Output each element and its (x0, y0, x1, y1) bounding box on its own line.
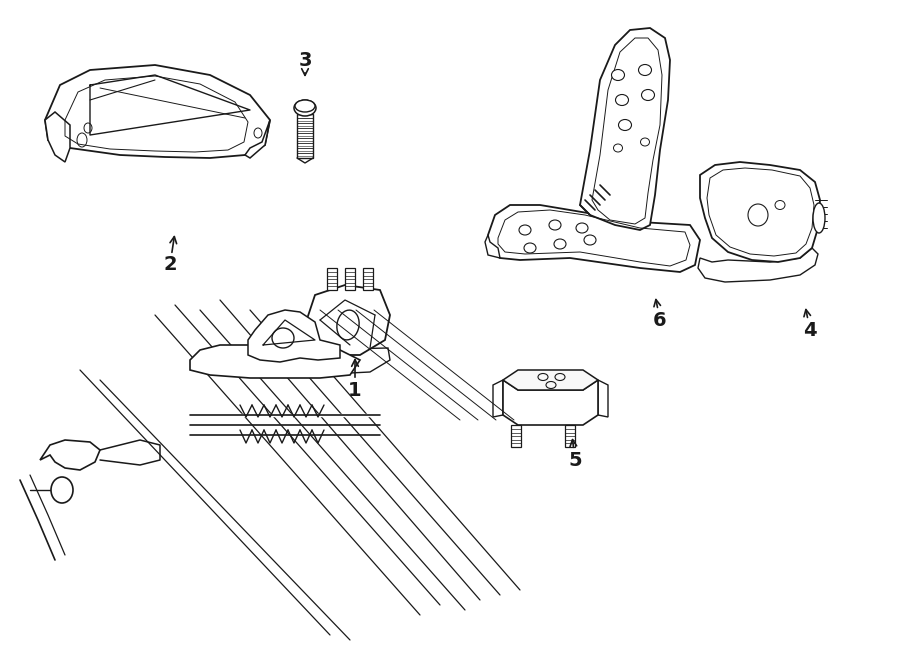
Polygon shape (488, 205, 700, 272)
Polygon shape (580, 28, 670, 230)
Polygon shape (503, 370, 598, 390)
Ellipse shape (272, 328, 294, 348)
Ellipse shape (618, 120, 632, 130)
Ellipse shape (51, 477, 73, 503)
Polygon shape (305, 285, 390, 355)
Polygon shape (327, 268, 337, 290)
Ellipse shape (638, 65, 652, 75)
Polygon shape (345, 268, 355, 290)
Text: 6: 6 (653, 311, 667, 329)
Polygon shape (45, 65, 270, 158)
Polygon shape (295, 348, 390, 375)
Ellipse shape (554, 239, 566, 249)
Ellipse shape (519, 225, 531, 235)
Text: 2: 2 (163, 256, 176, 274)
Ellipse shape (524, 243, 536, 253)
Polygon shape (503, 380, 598, 425)
Polygon shape (297, 114, 313, 158)
Ellipse shape (576, 223, 588, 233)
Ellipse shape (549, 220, 561, 230)
Ellipse shape (294, 100, 316, 116)
Polygon shape (700, 162, 820, 262)
Polygon shape (511, 425, 521, 447)
Polygon shape (698, 248, 818, 282)
Ellipse shape (295, 100, 315, 112)
Text: 3: 3 (298, 50, 311, 69)
Ellipse shape (584, 235, 596, 245)
Ellipse shape (611, 69, 625, 81)
Polygon shape (248, 310, 340, 362)
Ellipse shape (813, 203, 825, 233)
Polygon shape (485, 235, 500, 258)
Polygon shape (190, 345, 360, 378)
Polygon shape (598, 380, 608, 417)
Text: 5: 5 (568, 451, 581, 469)
Ellipse shape (616, 95, 628, 106)
Polygon shape (363, 268, 373, 290)
Text: 4: 4 (803, 321, 817, 340)
Polygon shape (45, 112, 70, 162)
Polygon shape (565, 425, 575, 447)
Ellipse shape (642, 89, 654, 100)
Polygon shape (493, 380, 503, 417)
Polygon shape (40, 440, 100, 470)
Text: 1: 1 (348, 381, 362, 399)
Polygon shape (245, 120, 270, 158)
